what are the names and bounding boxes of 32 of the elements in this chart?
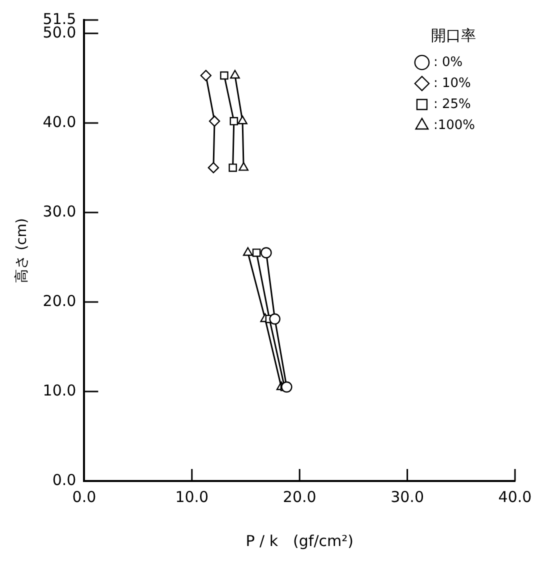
legend-title: 開口率 [430,26,476,44]
y-tick-label: 40.0 [42,112,76,131]
point [281,381,292,393]
point [269,313,280,325]
point [220,71,228,80]
point [200,70,212,82]
x-tick-label: 0.0 [72,488,96,506]
point [238,116,248,124]
point [208,162,220,174]
y-tick-label: 10.0 [42,381,76,400]
y-tick-label: 20.0 [42,292,76,310]
x-axis-title: P / k (gf/cm²) [246,532,354,550]
y-tick-label: 30.0 [42,202,76,220]
y-tick-label: 0.0 [52,470,76,489]
y-axis-title: 高さ (cm) [14,218,30,283]
x-tick-label: 10.0 [175,488,209,506]
point [228,164,237,172]
point [230,117,238,126]
point [260,247,272,258]
legend-label: :100% [433,118,475,133]
point [208,116,220,127]
legend-label: : 10% [433,76,471,91]
y-tick-label: 50.0 [42,23,76,42]
x-tick-label: 20.0 [282,488,316,506]
legend-label: : 25% [433,96,471,112]
x-tick-label: 40.0 [498,488,532,506]
point [238,162,249,171]
legend-label: : 0% [433,54,463,70]
point [242,247,253,256]
x-tick-label: 30.0 [390,488,424,506]
point [252,248,261,257]
point [230,70,240,79]
